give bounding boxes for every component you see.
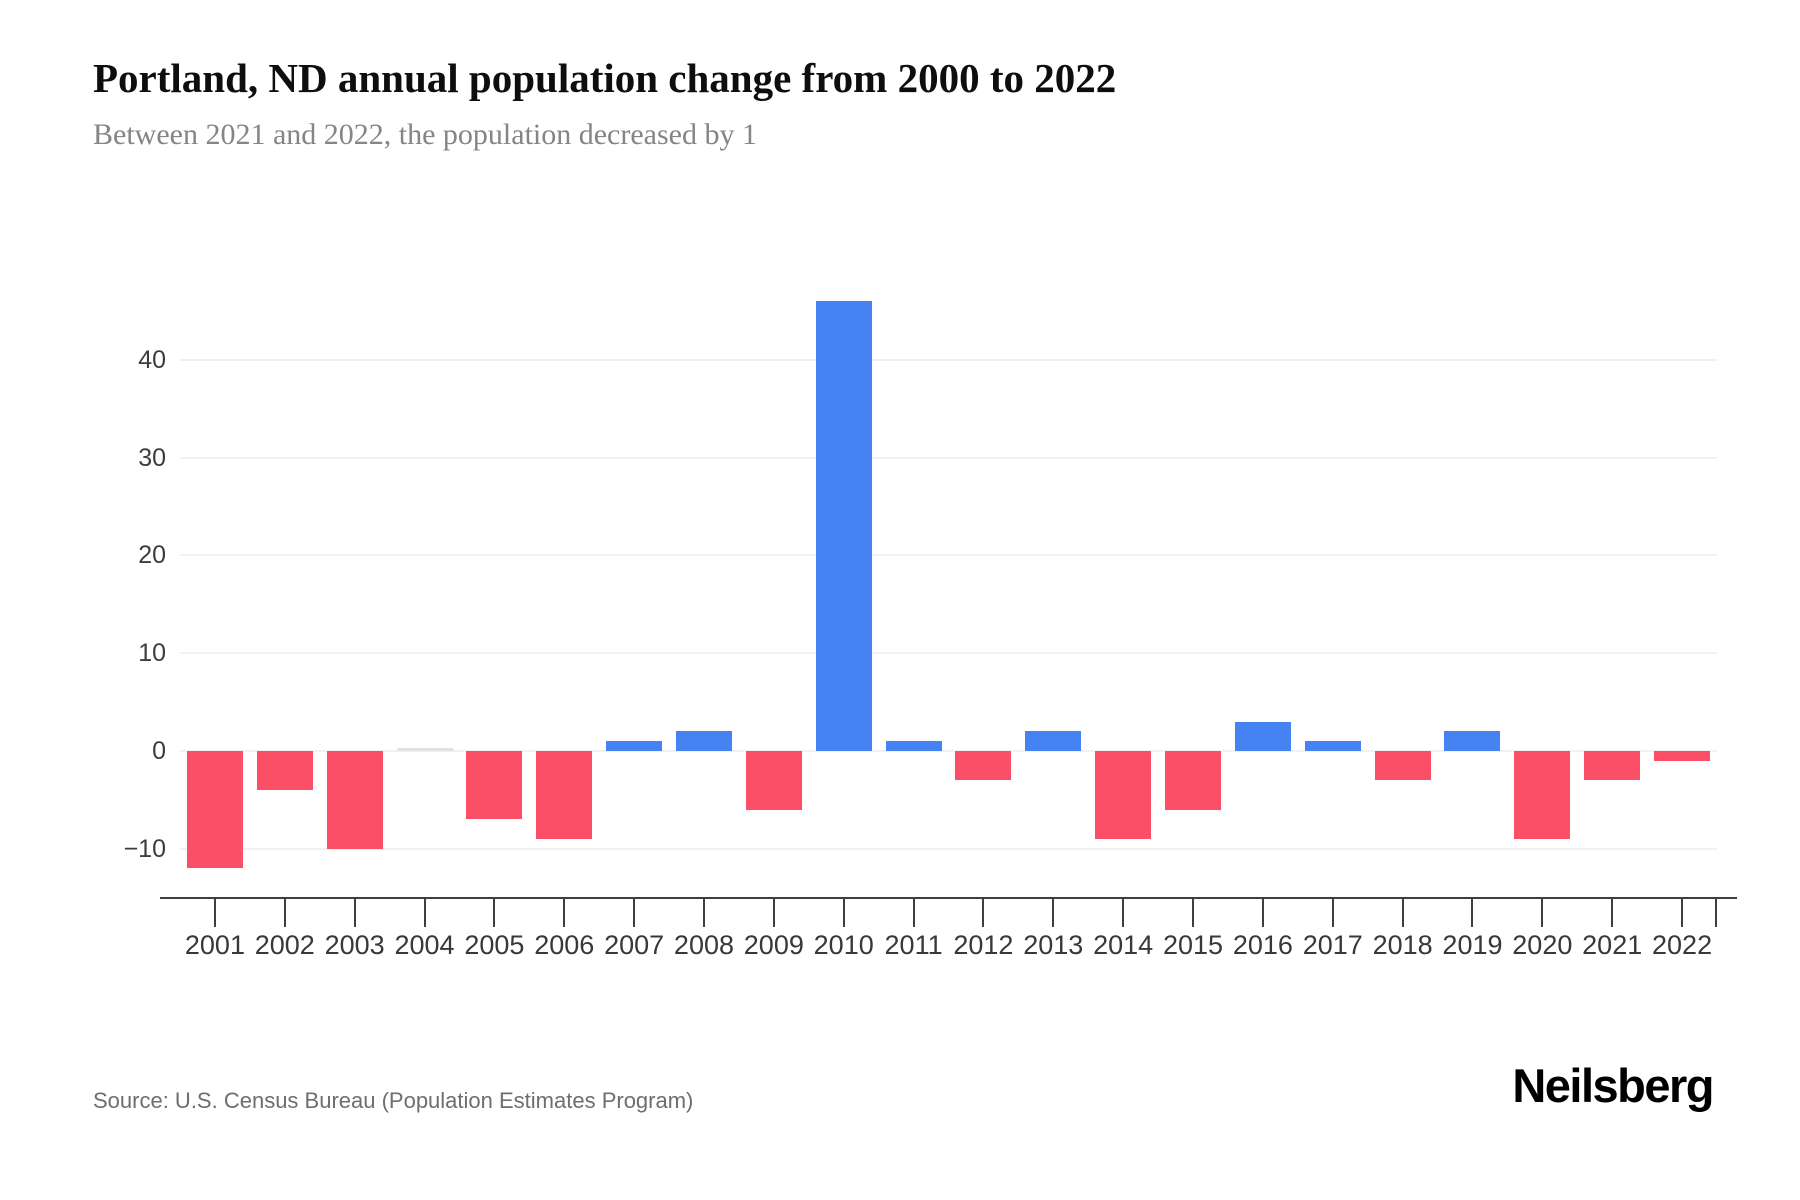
y-tick-label: 10 [138, 639, 166, 668]
x-tick-label: 2009 [743, 930, 804, 960]
x-tick [1261, 899, 1264, 927]
bar-2003 [326, 751, 383, 849]
x-tick-end [1715, 899, 1717, 927]
chart-title: Portland, ND annual population change fr… [93, 55, 1117, 101]
bar-2004 [396, 748, 453, 751]
x-tick-label: 2019 [1442, 930, 1503, 960]
x-tick [213, 899, 216, 927]
x-tick [633, 899, 636, 927]
bar-2010 [815, 301, 872, 751]
bar-2018 [1374, 751, 1431, 781]
bar-2015 [1165, 751, 1222, 810]
x-tick [493, 899, 496, 927]
x-tick [1681, 899, 1684, 927]
brand-logo: Neilsberg [1512, 1059, 1714, 1112]
x-tick-label: 2014 [1093, 930, 1154, 960]
x-tick [842, 899, 845, 927]
x-tick-label: 2007 [604, 930, 665, 960]
bar-2021 [1584, 751, 1641, 781]
x-tick-label: 2017 [1302, 930, 1363, 960]
gridline [180, 652, 1717, 655]
chart-subtitle: Between 2021 and 2022, the population de… [93, 118, 757, 151]
gridline [180, 750, 1717, 752]
bar-2011 [885, 741, 942, 751]
x-tick [1052, 899, 1055, 927]
x-tick-label: 2016 [1232, 930, 1293, 960]
bar-2001 [186, 751, 243, 869]
x-axis-line [160, 897, 1737, 899]
x-tick [1471, 899, 1474, 927]
x-tick-label: 2008 [673, 930, 734, 960]
bar-2007 [606, 741, 663, 751]
source-note: Source: U.S. Census Bureau (Population E… [93, 1088, 694, 1113]
y-tick-label: 40 [138, 345, 166, 374]
x-tick-label: 2010 [813, 930, 874, 960]
y-tick-label: 20 [138, 541, 166, 570]
x-tick [563, 899, 566, 927]
x-tick [423, 899, 426, 927]
x-tick-label: 2018 [1372, 930, 1433, 960]
x-tick-label: 2012 [953, 930, 1014, 960]
x-tick [772, 899, 775, 927]
x-tick [982, 899, 985, 927]
y-tick-label: 30 [138, 443, 166, 472]
x-tick [1611, 899, 1614, 927]
bar-2013 [1025, 731, 1082, 751]
x-tick [1401, 899, 1404, 927]
x-tick [1122, 899, 1125, 927]
bar-2019 [1444, 731, 1501, 751]
x-tick [912, 899, 915, 927]
x-tick-label: 2003 [324, 930, 385, 960]
x-tick-label: 2005 [464, 930, 525, 960]
bar-2008 [675, 731, 732, 751]
x-tick [1541, 899, 1544, 927]
x-tick-label: 2002 [254, 930, 315, 960]
bar-2002 [256, 751, 313, 791]
x-tick-label: 2015 [1162, 930, 1224, 960]
gridline [180, 456, 1717, 459]
x-tick-label: 2006 [534, 930, 595, 960]
bar-2017 [1304, 741, 1361, 751]
x-tick-label: 2011 [884, 930, 943, 960]
gridline [180, 358, 1717, 361]
x-tick-label: 2022 [1652, 930, 1713, 960]
x-tick-label: 2021 [1582, 930, 1643, 960]
x-tick [1331, 899, 1334, 927]
x-tick [1192, 899, 1195, 927]
x-tick [702, 899, 705, 927]
gridline [180, 847, 1717, 850]
bar-2009 [745, 751, 802, 810]
x-tick-label: 2004 [394, 930, 455, 960]
bar-2006 [536, 751, 593, 840]
gridline [180, 554, 1717, 557]
bar-2005 [466, 751, 523, 820]
x-tick [283, 899, 286, 927]
bar-2022 [1654, 751, 1711, 761]
bar-2020 [1514, 751, 1571, 840]
y-tick-label: 0 [152, 737, 166, 765]
bar-2012 [955, 751, 1012, 781]
bar-2016 [1234, 721, 1291, 751]
x-tick-label: 2001 [184, 930, 245, 960]
plot-area: 40 30 20 10 0 −10 2001 2002 2003 2004 2005 2006 200… [124, 262, 1737, 960]
x-tick-label: 2013 [1023, 930, 1084, 960]
y-tick-label: −10 [123, 834, 166, 863]
x-tick-label: 2020 [1512, 930, 1573, 960]
bar-2014 [1095, 751, 1152, 840]
x-tick [353, 899, 356, 927]
